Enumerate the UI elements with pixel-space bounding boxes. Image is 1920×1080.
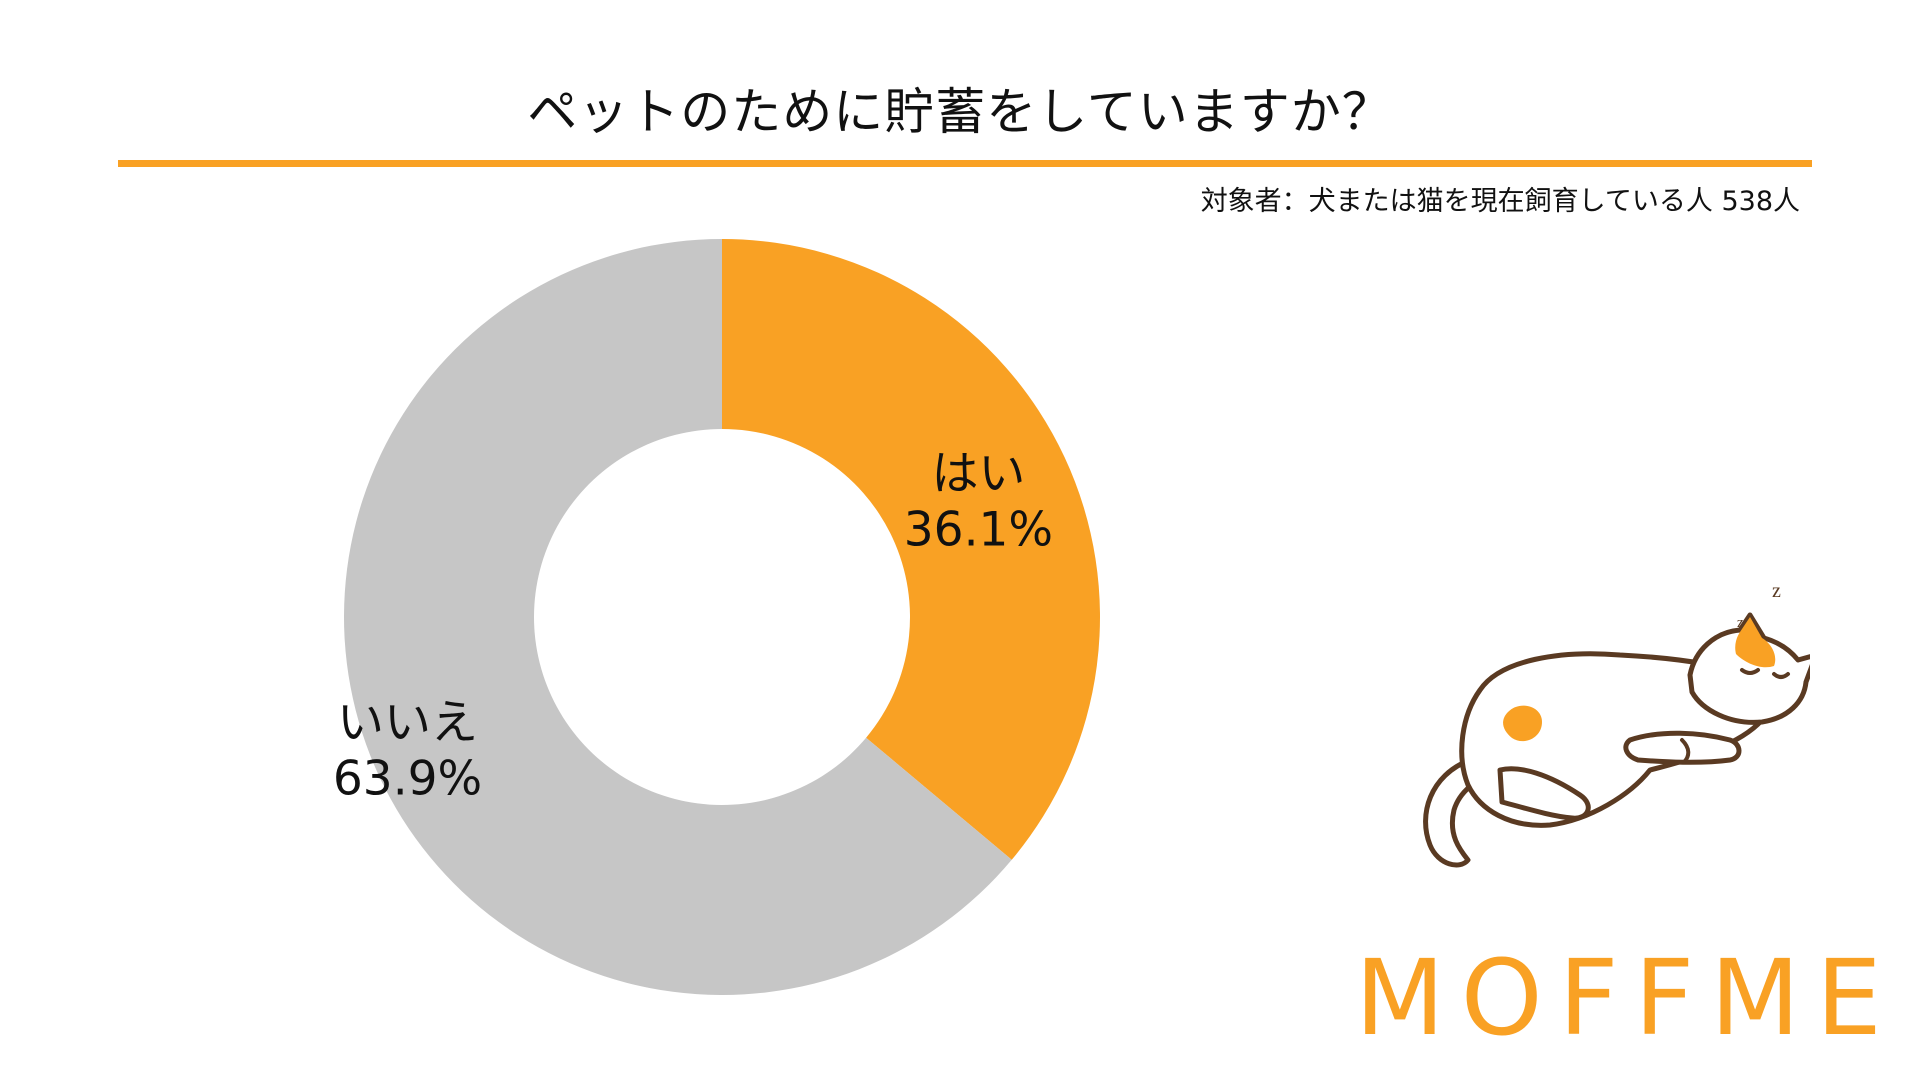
slice-category-label-1: はい (931, 446, 1025, 501)
donut-slice-1 (722, 239, 1100, 860)
donut-slice-2 (343, 239, 1012, 996)
cat-head (1687, 612, 1810, 725)
sleeping-cat-illustration: z z (1423, 580, 1810, 868)
slice-value-label-1: 36.1% (904, 502, 1053, 557)
title-underline (118, 160, 1812, 167)
cat-paw-line (1680, 738, 1691, 764)
cat-eye-right (1772, 672, 1790, 679)
cat-body-spot (1503, 705, 1542, 742)
sleep-z-small: z (1737, 615, 1744, 631)
cat-hind-leg (1497, 766, 1591, 821)
donut-slices (343, 239, 1100, 996)
cat-tail (1423, 757, 1491, 868)
cat-eye-left (1740, 668, 1760, 675)
slice-category-label-2: いいえ (337, 696, 478, 751)
slice-value-label-2: 63.9% (333, 752, 482, 807)
chart-title: ペットのために貯蓄をしていますか？ (527, 83, 1393, 141)
moffme-logo: MOFFME (1355, 937, 1898, 1059)
sleep-z-large: z (1772, 580, 1781, 602)
cat-front-paws (1623, 730, 1742, 765)
cat-head-spot (1735, 617, 1776, 668)
survey-target-note: 対象者：犬または猫を現在飼育している人 538人 (1200, 186, 1800, 217)
